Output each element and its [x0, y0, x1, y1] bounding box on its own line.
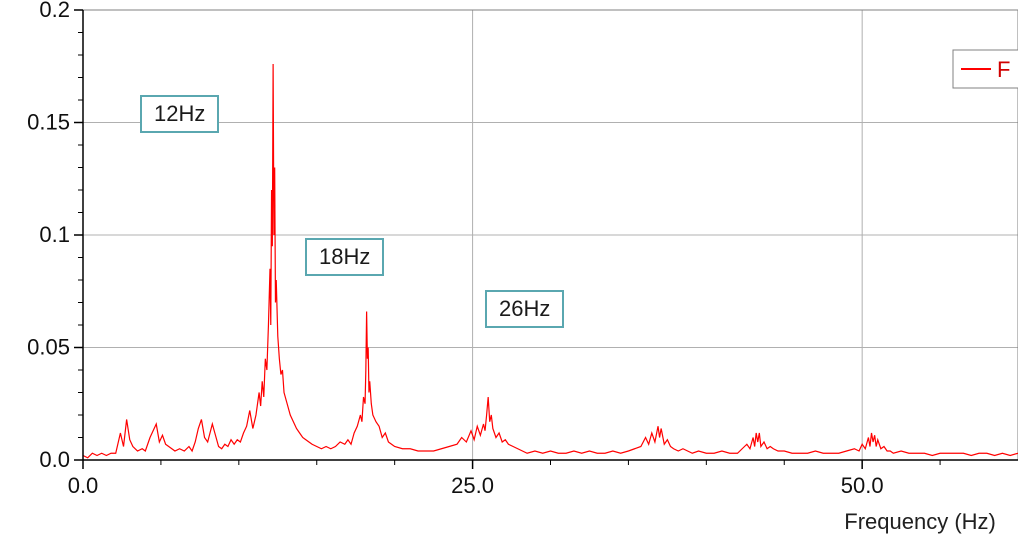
x-axis-label: Frequency (Hz) — [844, 509, 996, 534]
peak-annotation: 12Hz — [140, 95, 219, 133]
legend-label: F — [997, 57, 1010, 82]
peak-annotation: 18Hz — [305, 238, 384, 276]
ytick-label: 0.1 — [39, 222, 70, 247]
ytick-label: 0.2 — [39, 0, 70, 22]
peak-annotation: 26Hz — [485, 290, 564, 328]
xtick-label: 0.0 — [68, 473, 99, 498]
chart-container: 0.0 25.0 50.0 0.0 0.05 0.1 0.15 0.2 Frequency (H… — [0, 0, 1018, 541]
spectrum-chart: 0.0 25.0 50.0 0.0 0.05 0.1 0.15 0.2 Frequency (H… — [0, 0, 1018, 541]
ytick-label: 0.05 — [27, 335, 70, 360]
xtick-label: 50.0 — [841, 473, 884, 498]
ytick-label: 0.15 — [27, 110, 70, 135]
xtick-label: 25.0 — [451, 473, 494, 498]
ytick-label: 0.0 — [39, 447, 70, 472]
